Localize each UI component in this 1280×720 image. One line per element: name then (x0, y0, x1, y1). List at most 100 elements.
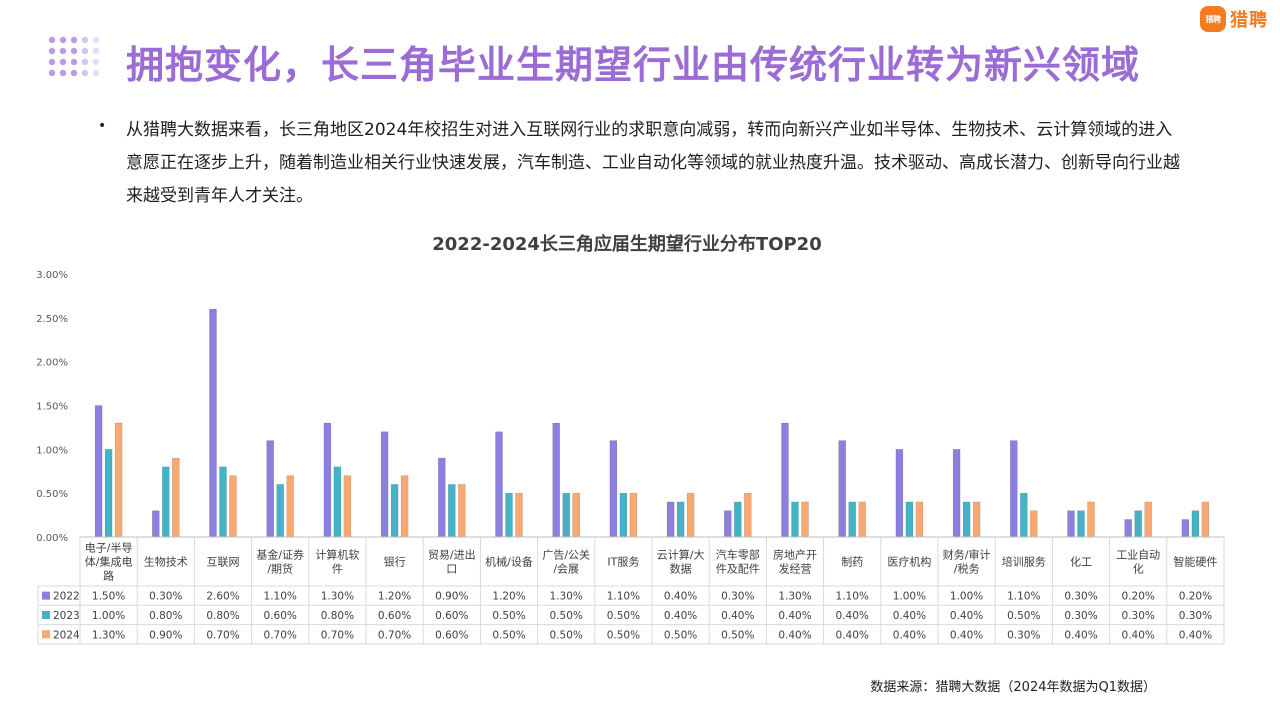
data-label: 0.30% (1122, 610, 1155, 622)
data-label: 0.90% (149, 629, 182, 641)
bar-2023 (562, 492, 570, 538)
bar-2024 (172, 457, 180, 538)
category-label: 医疗机构 (887, 555, 931, 569)
bar-2023 (791, 501, 799, 538)
legend-label: 2024 (53, 629, 80, 641)
bar-2022 (1067, 510, 1075, 538)
bar-2023 (676, 501, 685, 538)
bar-2022 (1010, 440, 1018, 538)
data-label: 1.20% (492, 591, 525, 603)
bar-2022 (609, 440, 618, 538)
data-label: 0.50% (607, 610, 640, 622)
data-label: 0.40% (664, 591, 697, 603)
y-tick-label: 2.50% (36, 314, 68, 325)
bar-2022 (323, 422, 332, 538)
bar-2024 (915, 501, 924, 538)
category-label: 电子/半导 (85, 541, 133, 555)
y-tick-label: 3.00% (36, 270, 68, 281)
data-label: 1.00% (950, 591, 983, 603)
data-label: 0.50% (607, 629, 640, 641)
bar-2024 (1201, 501, 1210, 538)
data-label: 0.40% (836, 629, 869, 641)
bar-2024 (286, 475, 294, 538)
data-label: 0.40% (664, 610, 697, 622)
bar-2024 (343, 475, 352, 538)
bar-2023 (1134, 510, 1142, 538)
category-label: IT服务 (607, 556, 639, 569)
bar-2022 (438, 457, 446, 538)
bar-2022 (266, 440, 274, 538)
data-label: 0.80% (321, 610, 354, 622)
data-label: 0.30% (149, 591, 182, 603)
page-title: 拥抱变化，长三角毕业生期望行业由传统行业转为新兴领域 (126, 43, 1141, 87)
bullet-marker: • (98, 118, 107, 134)
legend-key-2024 (42, 630, 50, 639)
bar-2023 (619, 492, 628, 538)
bar-2023 (1020, 492, 1028, 538)
bar-2023 (276, 484, 284, 538)
category-label: 互联网 (207, 556, 240, 569)
y-tick-label: 1.00% (36, 445, 68, 456)
bar-2022 (666, 501, 675, 538)
brand-logo: 猎聘 猎聘 (1200, 6, 1268, 32)
data-label: 0.50% (492, 629, 525, 641)
data-label: 0.50% (1007, 610, 1040, 622)
data-label: 1.30% (92, 629, 125, 641)
category-label: 贸易/进出 (428, 548, 476, 562)
data-label: 1.10% (1007, 591, 1040, 603)
category-label: 化 (1133, 562, 1144, 576)
category-label: 基金/证券 (256, 548, 304, 562)
data-label: 0.50% (721, 629, 754, 641)
data-label: 0.50% (492, 610, 525, 622)
data-label: 0.80% (206, 610, 239, 622)
category-label: 汽车零部 (716, 548, 760, 562)
bar-2023 (219, 466, 227, 538)
data-label: 0.80% (149, 610, 182, 622)
category-label: 口 (446, 563, 457, 576)
legend-key-2023 (42, 610, 50, 619)
category-label: /期货 (267, 562, 293, 576)
bar-2023 (448, 484, 456, 538)
y-tick-label: 0.50% (36, 489, 68, 500)
data-label: 1.30% (550, 591, 583, 603)
data-label: 0.30% (1064, 610, 1097, 622)
logo-text: 猎聘 (1230, 10, 1268, 31)
decorative-dots (48, 36, 100, 77)
category-label: 计算机软 (315, 548, 359, 562)
chart-title: 2022-2024长三角应届生期望行业分布TOP20 (432, 234, 822, 255)
bar-2024 (572, 492, 580, 538)
bar-2022 (209, 308, 217, 538)
bar-2022 (1181, 519, 1190, 538)
bar-2024 (1087, 501, 1095, 538)
data-label: 1.20% (378, 591, 411, 603)
category-label: /税务 (954, 562, 980, 576)
data-label: 0.90% (435, 591, 468, 603)
bar-2024 (114, 422, 123, 538)
category-label: 发经营 (779, 562, 812, 576)
data-label: 1.10% (607, 591, 640, 603)
category-label: 路 (103, 570, 114, 583)
data-label: 0.40% (778, 629, 811, 641)
y-tick-label: 2.00% (36, 358, 68, 369)
category-label: 银行 (384, 555, 406, 569)
data-source: 数据来源：猎聘大数据（2024年数据为Q1数据） (870, 680, 1156, 695)
data-label: 0.70% (206, 629, 239, 641)
bar-2022 (952, 449, 961, 538)
category-label: 智能硬件 (1173, 555, 1217, 569)
bar-2024 (858, 501, 866, 538)
category-label: 云计算/大 (657, 548, 705, 562)
bar-2023 (734, 501, 742, 538)
data-label: 0.30% (1007, 629, 1040, 641)
data-label: 2.60% (206, 591, 239, 603)
bar-2022 (724, 510, 732, 538)
category-label: 件 (332, 563, 343, 576)
bar-2022 (152, 510, 160, 538)
category-label: 数据 (670, 562, 692, 576)
bar-2024 (1030, 510, 1038, 538)
legend-label: 2022 (53, 591, 80, 603)
data-label: 0.50% (550, 629, 583, 641)
data-label: 0.40% (1122, 629, 1155, 641)
data-label: 1.30% (778, 591, 811, 603)
bar-2023 (1077, 510, 1085, 538)
